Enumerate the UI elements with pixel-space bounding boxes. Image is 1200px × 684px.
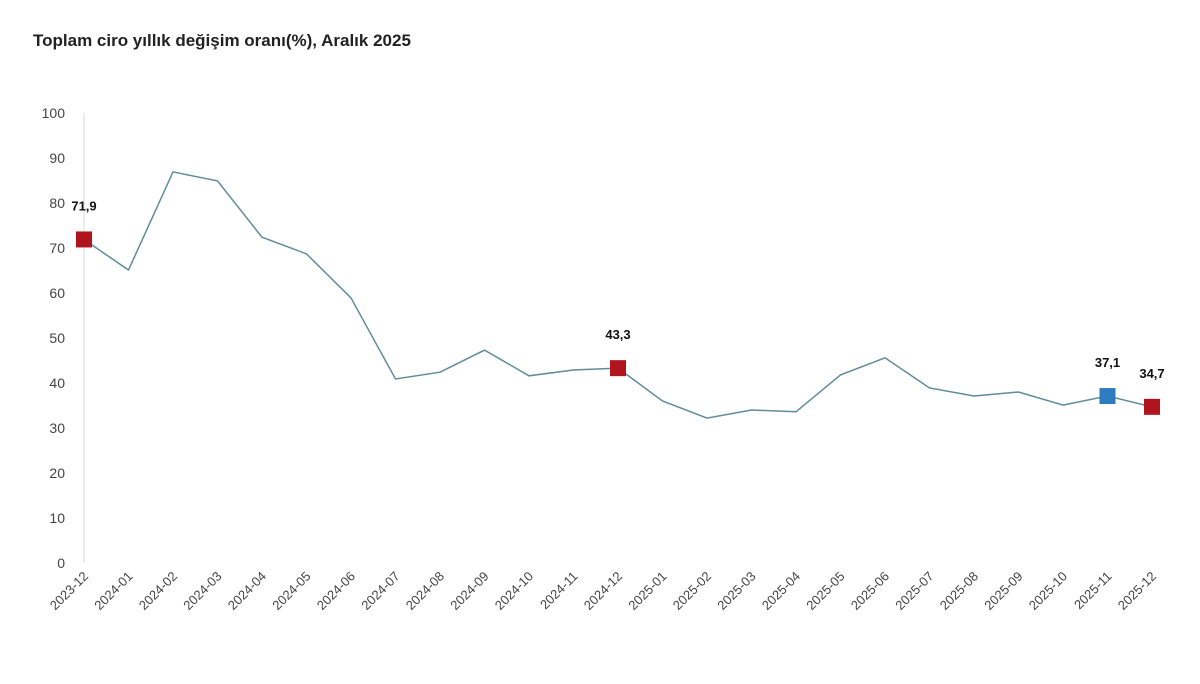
x-tick-label: 2024-06: [314, 569, 358, 613]
x-tick-label: 2024-04: [225, 569, 269, 613]
data-label: 37,1: [1095, 355, 1120, 370]
y-tick-label: 0: [57, 555, 65, 571]
x-tick-label: 2024-01: [91, 569, 135, 613]
y-tick-label: 70: [49, 240, 65, 256]
x-tick-label: 2024-07: [358, 569, 402, 613]
x-tick-label: 2025-07: [892, 569, 936, 613]
data-label: 71,9: [71, 198, 96, 213]
x-tick-label: 2025-05: [803, 569, 847, 613]
x-tick-label: 2025-12: [1115, 569, 1159, 613]
x-tick-label: 2025-02: [670, 569, 714, 613]
data-point-marker: [1099, 388, 1116, 405]
x-tick-label: 2025-09: [981, 569, 1025, 613]
data-label: 43,3: [605, 327, 630, 342]
chart-title: Toplam ciro yıllık değişim oranı(%), Ara…: [33, 31, 411, 50]
x-tick-label: 2025-03: [714, 569, 758, 613]
data-point-marker: [610, 360, 626, 377]
x-tick-label: 2024-12: [581, 569, 625, 613]
x-tick-label: 2025-08: [937, 569, 981, 613]
y-tick-label: 90: [49, 150, 65, 166]
y-tick-label: 20: [49, 465, 65, 481]
x-tick-label: 2024-08: [403, 569, 447, 613]
y-tick-label: 40: [49, 375, 65, 391]
x-tick-label: 2024-09: [447, 569, 491, 613]
y-tick-label: 30: [49, 420, 65, 436]
x-tick-label: 2025-11: [1071, 569, 1115, 613]
data-label: 34,7: [1139, 366, 1164, 381]
y-tick-label: 50: [49, 330, 65, 346]
x-tick-label: 2025-01: [625, 569, 669, 613]
x-tick-label: 2024-03: [180, 569, 224, 613]
y-tick-label: 10: [49, 510, 65, 526]
y-tick-label: 80: [49, 195, 65, 211]
x-tick-label: 2025-06: [848, 569, 892, 613]
y-tick-label: 100: [42, 105, 66, 121]
x-tick-label: 2024-11: [537, 569, 581, 613]
x-tick-label: 2024-05: [269, 569, 313, 613]
x-tick-label: 2024-02: [136, 569, 180, 613]
x-tick-label: 2023-12: [47, 569, 91, 613]
series-line: [83, 171, 1153, 419]
data-point-marker: [76, 231, 92, 248]
data-point-marker: [1144, 398, 1160, 415]
x-tick-label: 2025-04: [759, 569, 803, 613]
y-tick-label: 60: [49, 285, 65, 301]
x-tick-label: 2025-10: [1026, 569, 1070, 613]
x-tick-label: 2024-10: [492, 569, 536, 613]
